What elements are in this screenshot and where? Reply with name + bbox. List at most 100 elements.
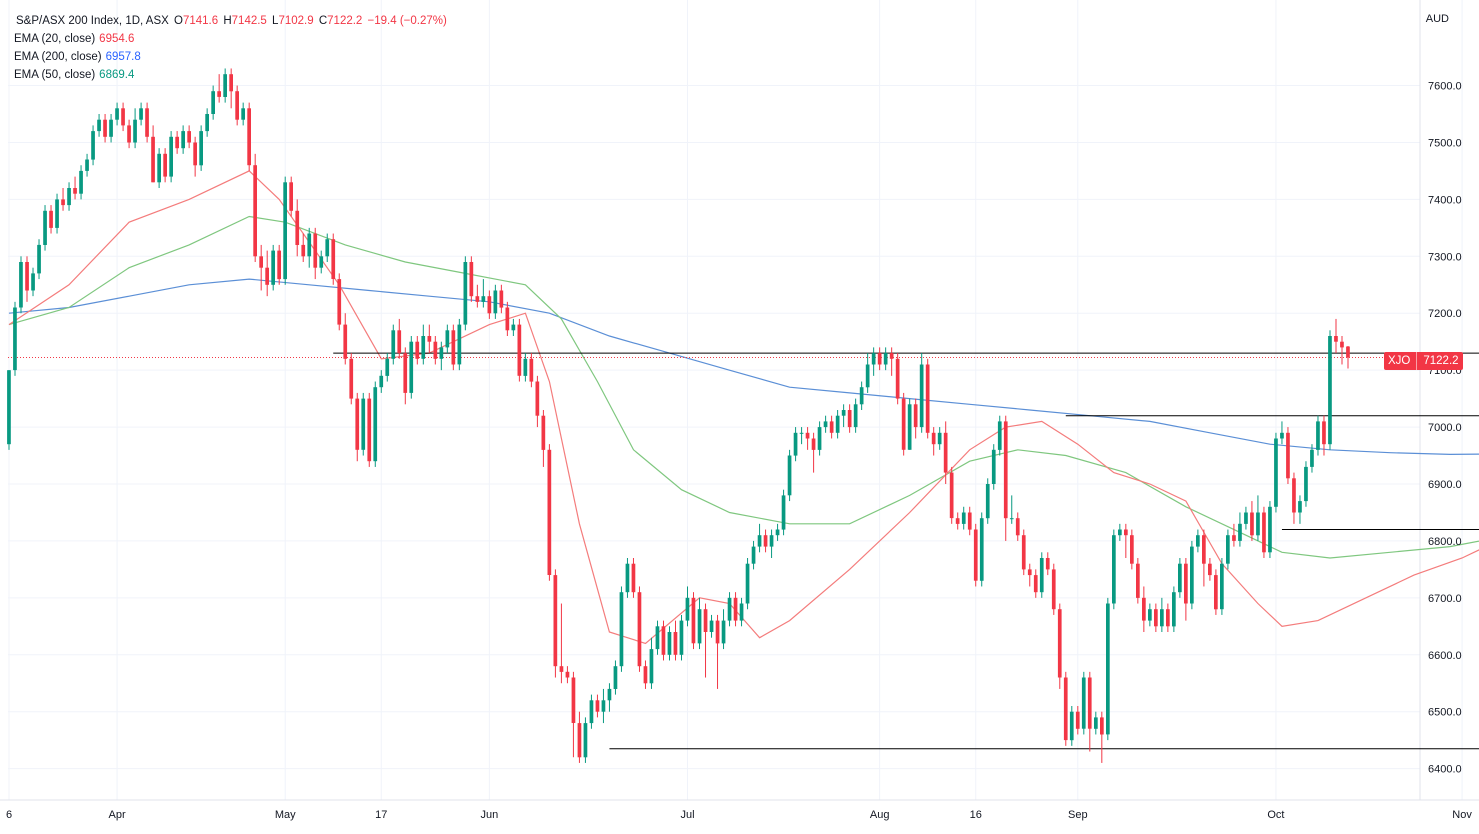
candle[interactable]: [505, 301, 510, 336]
candle[interactable]: [337, 273, 342, 331]
candle[interactable]: [301, 233, 306, 262]
candle[interactable]: [1003, 415, 1008, 541]
candle[interactable]: [1196, 529, 1200, 553]
candle[interactable]: [697, 597, 702, 650]
candle[interactable]: [421, 324, 426, 365]
candle[interactable]: [973, 523, 978, 587]
price-axis[interactable]: 6400.0 6500.0 6600.0 6700.0 6800.0 6900.0 7000…: [1428, 81, 1462, 776]
candle[interactable]: [1178, 558, 1182, 598]
candle[interactable]: [157, 148, 161, 188]
candle[interactable]: [415, 336, 420, 365]
candle[interactable]: [1009, 495, 1014, 524]
candle[interactable]: [679, 614, 684, 661]
candle[interactable]: [685, 586, 690, 627]
candle[interactable]: [121, 102, 125, 132]
candle[interactable]: [1262, 506, 1266, 558]
candle[interactable]: [1328, 330, 1332, 450]
candle[interactable]: [889, 347, 894, 376]
candle[interactable]: [1142, 586, 1146, 632]
candle[interactable]: [367, 392, 372, 467]
candle[interactable]: [661, 620, 666, 661]
candle[interactable]: [535, 375, 540, 428]
candle[interactable]: [475, 284, 480, 308]
candle[interactable]: [613, 660, 618, 695]
candle[interactable]: [1172, 586, 1176, 632]
candle[interactable]: [37, 239, 41, 280]
candle[interactable]: [127, 119, 131, 149]
candle[interactable]: [1322, 415, 1326, 456]
candle[interactable]: [625, 558, 630, 598]
candle[interactable]: [1124, 523, 1128, 558]
candle[interactable]: [91, 125, 95, 166]
candle[interactable]: [187, 125, 191, 149]
candle[interactable]: [295, 199, 300, 257]
candle[interactable]: [805, 427, 810, 450]
candle[interactable]: [1346, 345, 1350, 369]
indicator-ema50[interactable]: EMA (50, close) 6869.4: [14, 66, 447, 84]
candle[interactable]: [949, 466, 954, 524]
candle[interactable]: [25, 256, 29, 302]
time-axis[interactable]: 6AprMay17JunJulAug16SepOctNov16: [6, 809, 1479, 821]
candle[interactable]: [643, 660, 648, 689]
candle[interactable]: [361, 392, 366, 456]
candle[interactable]: [343, 313, 348, 365]
candle[interactable]: [1220, 558, 1224, 615]
candle[interactable]: [1136, 558, 1140, 604]
candle[interactable]: [637, 586, 642, 672]
candle[interactable]: [349, 353, 354, 405]
candle[interactable]: [1160, 597, 1164, 632]
candle[interactable]: [451, 324, 456, 371]
candle[interactable]: [283, 176, 287, 285]
candles[interactable]: [7, 68, 1350, 763]
candle[interactable]: [319, 250, 324, 274]
candle[interactable]: [727, 592, 732, 627]
candle[interactable]: [253, 153, 257, 262]
candle[interactable]: [1033, 569, 1038, 598]
candle[interactable]: [487, 290, 492, 319]
candle[interactable]: [277, 244, 281, 285]
candle[interactable]: [199, 125, 203, 171]
candle[interactable]: [307, 227, 312, 268]
candle[interactable]: [739, 597, 744, 627]
candle[interactable]: [433, 336, 438, 365]
candle[interactable]: [1226, 529, 1230, 570]
candle[interactable]: [481, 279, 486, 308]
candle[interactable]: [913, 398, 918, 439]
candle[interactable]: [1051, 563, 1056, 615]
candle[interactable]: [583, 717, 588, 763]
candle[interactable]: [631, 558, 636, 598]
candle[interactable]: [919, 353, 924, 433]
candle[interactable]: [325, 233, 330, 262]
candle[interactable]: [229, 68, 233, 109]
candle[interactable]: [961, 506, 966, 530]
candle[interactable]: [1094, 711, 1098, 735]
candle[interactable]: [757, 523, 762, 553]
candle[interactable]: [355, 392, 360, 462]
candle[interactable]: [1244, 506, 1248, 530]
candle[interactable]: [925, 358, 930, 439]
candle[interactable]: [817, 421, 822, 456]
candle[interactable]: [865, 353, 870, 393]
candle[interactable]: [79, 165, 83, 200]
candle[interactable]: [439, 341, 444, 371]
symbol-title[interactable]: S&P/ASX 200 Index, 1D, ASX: [16, 15, 169, 27]
candle[interactable]: [655, 620, 660, 655]
candle[interactable]: [943, 421, 948, 484]
candle[interactable]: [493, 284, 498, 319]
candle[interactable]: [529, 353, 534, 388]
candle[interactable]: [1298, 495, 1302, 524]
candle[interactable]: [517, 318, 522, 382]
candle[interactable]: [109, 114, 113, 143]
candle[interactable]: [1039, 552, 1044, 598]
candle[interactable]: [841, 404, 846, 428]
candle[interactable]: [691, 592, 696, 650]
candle[interactable]: [1286, 427, 1290, 484]
candle[interactable]: [703, 603, 708, 678]
candle[interactable]: [823, 415, 828, 433]
candle[interactable]: [985, 478, 990, 524]
candle[interactable]: [787, 449, 792, 502]
candle[interactable]: [181, 125, 185, 154]
candle[interactable]: [547, 444, 552, 581]
candle[interactable]: [853, 398, 858, 433]
